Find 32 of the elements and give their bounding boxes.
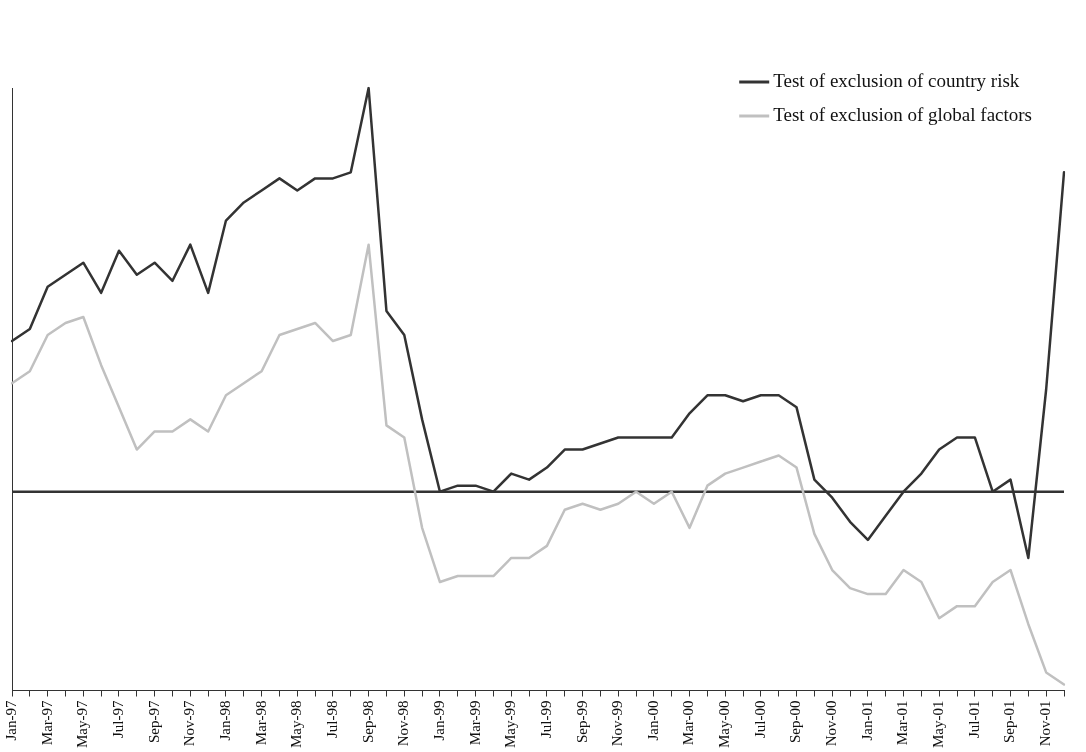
x-tick-label: May-00 bbox=[716, 700, 733, 749]
x-tick-label: Sep-97 bbox=[145, 700, 162, 744]
x-tick-label: May-98 bbox=[288, 700, 305, 749]
x-tick-label: Jul-99 bbox=[537, 700, 554, 739]
x-tick-label: Jul-00 bbox=[751, 700, 768, 739]
x-tick-label: Nov-01 bbox=[1037, 700, 1054, 747]
x-tick-label: Nov-98 bbox=[395, 700, 412, 747]
x-tick-label: May-99 bbox=[502, 700, 519, 749]
x-tick-label: Mar-01 bbox=[894, 700, 911, 746]
x-tick-label: Jan-99 bbox=[430, 700, 447, 741]
x-tick-label: Jan-01 bbox=[858, 700, 875, 741]
x-tick-label: Nov-99 bbox=[609, 700, 626, 747]
x-tick-label: May-97 bbox=[74, 700, 91, 749]
x-tick-label: Jul-97 bbox=[109, 700, 126, 739]
x-tick-label: Mar-97 bbox=[38, 700, 55, 746]
x-tick-label: Mar-99 bbox=[466, 700, 483, 746]
x-tick-label: Mar-00 bbox=[680, 700, 697, 746]
x-tick-label: Sep-99 bbox=[573, 700, 590, 744]
x-tick-label: Mar-98 bbox=[252, 700, 269, 746]
x-tick-label: Nov-97 bbox=[181, 700, 198, 747]
x-tick-label: Jul-98 bbox=[323, 700, 340, 739]
x-tick-label: Sep-98 bbox=[359, 700, 376, 744]
legend-label: Test of exclusion of country risk bbox=[773, 69, 1020, 91]
x-tick-label: May-01 bbox=[930, 700, 947, 749]
x-tick-label: Nov-00 bbox=[823, 700, 840, 747]
x-tick-label: Sep-00 bbox=[787, 700, 804, 744]
x-tick-label: Jan-98 bbox=[216, 700, 233, 741]
x-tick-label: Jan-00 bbox=[644, 700, 661, 741]
x-tick-label: Sep-01 bbox=[1001, 700, 1018, 744]
legend-label: Test of exclusion of global factors bbox=[773, 103, 1033, 125]
x-tick-label: Jan-97 bbox=[2, 700, 19, 741]
x-tick-label: Jul-01 bbox=[965, 700, 982, 739]
